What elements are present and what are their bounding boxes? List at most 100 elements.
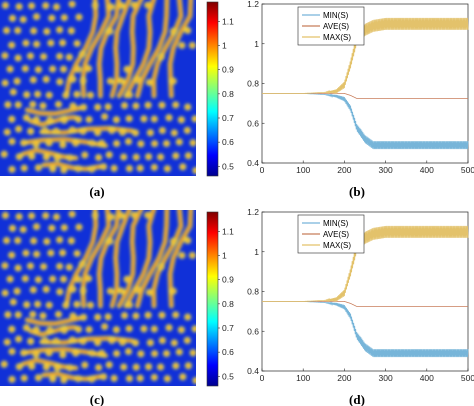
pattern-spot-core [76, 278, 80, 281]
pattern-spot-core [22, 351, 26, 355]
pattern-spot-core [87, 118, 91, 121]
colorbar-tick-label: 1.1 [222, 16, 234, 26]
pattern-spot-core [121, 130, 124, 134]
pattern-spot-core [17, 5, 21, 8]
pattern-spot-core [24, 67, 27, 70]
pattern-spot-core [64, 303, 68, 307]
pattern-spot-core [47, 93, 51, 97]
pattern-spot-core [180, 118, 183, 122]
pattern-spot-core [10, 378, 14, 381]
pattern-spot-core [25, 116, 28, 119]
pattern-spot-core [107, 363, 111, 367]
pattern-spot-core [83, 153, 87, 157]
pattern-spot-core [191, 254, 194, 257]
legend-label-min: MIN(S) [323, 11, 349, 20]
pattern-spot-core [68, 366, 72, 370]
pattern-spot-core [161, 339, 164, 342]
pattern-spot-core [5, 340, 9, 344]
pattern-spot-core [166, 377, 169, 380]
pattern-spot-core [115, 118, 118, 121]
pattern-spot-core [25, 303, 29, 307]
colorbar-tick-label: 0.7 [222, 323, 234, 333]
pattern-spot-core [16, 29, 20, 32]
pattern-spot-core [11, 17, 14, 20]
pattern-spot-core [77, 118, 80, 121]
pattern-spot-core [64, 93, 68, 97]
pattern-spot-core [191, 141, 195, 145]
pattern-spot-core [107, 153, 111, 157]
pattern-spot-core [174, 313, 177, 317]
pattern-spot-core [134, 104, 138, 108]
pattern-spot-core [71, 314, 75, 318]
pattern-spot-core [153, 352, 156, 355]
pattern-spot-core [17, 215, 21, 218]
pattern-spot-core [103, 325, 106, 328]
colorbar-tick-label: 0.6 [222, 347, 234, 357]
pattern-stripe-core [111, 210, 130, 307]
pattern-spot-core [8, 277, 12, 281]
pattern-spot-core [58, 265, 61, 268]
pattern-spot-core [8, 67, 12, 71]
pattern-spot-core [11, 227, 14, 230]
pattern-spot-core [47, 141, 51, 145]
pattern-spot-core [186, 105, 189, 109]
pattern-spot-core [96, 341, 99, 344]
pattern-spot-core [55, 5, 58, 9]
pattern-spot-core [89, 303, 92, 307]
pattern-spot-core [47, 303, 51, 307]
pattern-spot-core [171, 79, 175, 83]
pattern-spot-core [22, 376, 26, 380]
pattern-spot-core [51, 377, 55, 381]
pattern-spot-core [96, 315, 99, 319]
pattern-spot-core [180, 44, 184, 47]
pattern-spot-core [87, 328, 91, 331]
pattern-spot-core [58, 290, 62, 294]
pattern-stripe-core [98, 0, 120, 97]
pattern-spot-core [57, 103, 60, 106]
pattern-spot-core [100, 141, 103, 145]
pattern-spot-core [181, 165, 185, 169]
pattern-spot-core [44, 4, 47, 7]
pattern-spot-core [41, 314, 45, 318]
pattern-spot-core [81, 130, 85, 133]
x-tick-label: 0 [260, 165, 265, 175]
caption-b: (b) [349, 184, 365, 199]
pattern-spot-core [181, 375, 185, 379]
legend-label-ave: AVE(S) [323, 230, 349, 239]
pattern-spot-core [12, 300, 15, 304]
pattern-spot-core [87, 277, 90, 280]
pattern-spot-core [115, 352, 118, 355]
colorbar-tick-label: 0.9 [222, 275, 234, 285]
pattern-spot-core [166, 167, 169, 170]
pattern-spot-core [127, 350, 130, 353]
pattern-spot-core [178, 350, 181, 354]
pattern-spot-core [108, 240, 112, 243]
pattern-spot-core [49, 41, 53, 45]
series-line-max [262, 17, 469, 95]
pattern-spot-core [147, 155, 150, 158]
pattern-spot-core [36, 92, 39, 96]
pattern-spot-core [4, 214, 7, 217]
pattern-spot-core [142, 117, 146, 121]
pattern-spot-core [41, 104, 45, 108]
pattern-spot-core [148, 81, 151, 84]
pattern-spot-core [44, 214, 47, 217]
pattern-spot-core [123, 104, 126, 107]
colorbar-tick-label: 0.7 [222, 113, 234, 123]
pattern-spot-core [115, 142, 118, 145]
pattern-spot-core [10, 253, 13, 257]
pattern-spot-core [68, 55, 71, 59]
caption-d: (d) [349, 392, 365, 406]
pattern-spot-core [6, 313, 10, 317]
pattern-spot-core [16, 266, 20, 270]
pattern-spot-core [186, 29, 189, 32]
pattern-spot-core [2, 152, 6, 156]
y-tick-label: 1 [254, 247, 259, 257]
y-tick-label: 0.4 [247, 158, 259, 168]
pattern-spot-core [193, 117, 196, 121]
pattern-spot-core [125, 277, 129, 281]
pattern-spot-core [81, 79, 85, 83]
pattern-stripe-core [98, 210, 120, 307]
pattern-spot-core [74, 141, 77, 145]
pattern-spot-core [127, 140, 130, 143]
